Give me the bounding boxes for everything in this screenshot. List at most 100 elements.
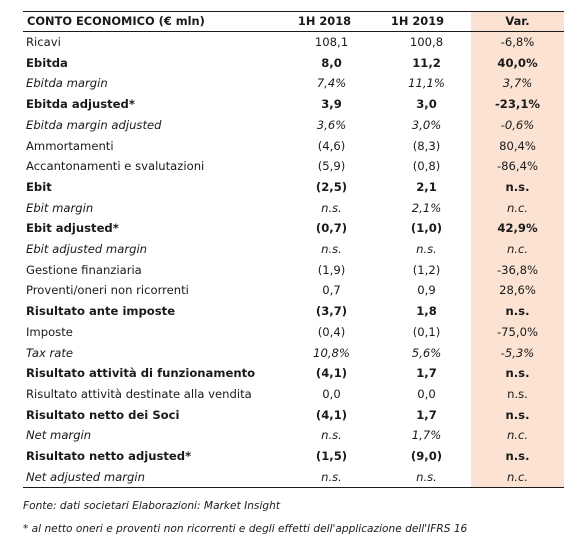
table-row: Risultato attività destinate alla vendit… [23, 383, 564, 405]
value-1h-2019: n.s. [364, 466, 471, 489]
value-1h-2019: 5,6% [411, 345, 442, 360]
value-1h-2019: 2,1 [416, 179, 437, 194]
header-label: CONTO ECONOMICO (€ mln) [23, 11, 285, 32]
table-row: Net margin n.s. 1,7% n.c. [23, 425, 564, 447]
table-row: Ebitda margin 7,4% 11,1% 3,7% [23, 73, 564, 95]
value-1h-2019: (1,0) [410, 221, 443, 236]
value-1h-2019: (0,1) [412, 324, 441, 339]
value-variation: n.s. [471, 363, 564, 384]
value-variation: -75,0% [471, 321, 564, 343]
value-1h-2019: 11,2 [412, 55, 441, 70]
value-1h-2018: (1,5) [315, 449, 348, 464]
value-variation: n.c. [471, 425, 564, 447]
value-variation: 40,0% [471, 52, 564, 74]
income-statement-table: CONTO ECONOMICO (€ mln) 1H 2018 1H 2019 … [23, 11, 564, 489]
header-variation: Var. [471, 11, 564, 32]
value-variation: -23,1% [471, 94, 564, 115]
table-row: Proventi/oneri non ricorrenti 0,7 0,9 28,6% [23, 280, 564, 302]
row-label: Ebitda [26, 55, 68, 70]
value-1h-2019: 1,7 [416, 366, 437, 381]
row-label: Tax rate [26, 345, 74, 360]
value-1h-2019: 1,7% [411, 428, 442, 443]
row-label: Ebitda margin adjusted [26, 117, 162, 132]
table-row: Ricavi 108,1 100,8 -6,8% [23, 31, 564, 53]
table-row: Risultato netto dei Soci (4,1) 1,7 n.s. [23, 404, 564, 426]
table-row: Ebit margin n.s. 2,1% n.c. [23, 197, 564, 219]
income-statement-table-wrapper: CONTO ECONOMICO (€ mln) 1H 2018 1H 2019 … [23, 11, 564, 489]
row-label: Ebit adjusted* [26, 221, 119, 236]
row-label: Net adjusted margin [23, 466, 285, 489]
row-label: Gestione finanziaria [26, 262, 142, 277]
value-1h-2018: (4,1) [315, 366, 348, 381]
row-label: Ebit [26, 179, 52, 194]
value-1h-2019: (9,0) [410, 449, 443, 464]
value-1h-2018: (2,5) [315, 179, 348, 194]
value-1h-2019: 0,0 [417, 386, 436, 401]
value-variation: -5,3% [471, 342, 564, 364]
table-row: Ebit adjusted* (0,7) (1,0) 42,9% [23, 218, 564, 240]
value-1h-2019: 0,9 [417, 283, 436, 298]
row-label: Ricavi [26, 35, 61, 49]
value-1h-2019: (8,3) [412, 138, 441, 153]
value-1h-2018: 3,9 [321, 97, 342, 112]
value-1h-2019: n.s. [416, 242, 437, 257]
header-1h-2019: 1H 2019 [364, 11, 471, 32]
value-variation: n.s. [471, 446, 564, 467]
row-label: Risultato attività destinate alla vendit… [26, 386, 252, 401]
value-1h-2019: 1,8 [416, 304, 437, 319]
row-label: Ebitda adjusted* [26, 97, 135, 112]
value-variation: n.s. [471, 176, 564, 198]
value-variation: n.c. [471, 466, 564, 489]
value-1h-2018: 8,0 [321, 55, 342, 70]
value-1h-2018: 3,6% [316, 117, 347, 132]
value-1h-2018: (5,9) [317, 159, 346, 174]
table-row: Ammortamenti (4,6) (8,3) 80,4% [23, 135, 564, 157]
value-1h-2018: (4,6) [317, 138, 346, 153]
row-label: Ebit margin [26, 200, 94, 215]
value-1h-2019: 11,1% [408, 76, 445, 91]
value-1h-2019: 1,7 [416, 407, 437, 422]
row-label: Ebit adjusted margin [26, 242, 148, 257]
table-row: Ebit (2,5) 2,1 n.s. [23, 176, 564, 198]
value-1h-2018: 10,8% [313, 345, 350, 360]
table-row: Ebitda adjusted* 3,9 3,0 -23,1% [23, 94, 564, 115]
value-1h-2018: n.s. [321, 200, 342, 215]
table-body: Ricavi 108,1 100,8 -6,8% Ebitda 8,0 11,2 40,0% E… [23, 31, 564, 489]
value-variation: n.c. [471, 197, 564, 219]
row-label: Net margin [26, 428, 92, 443]
value-1h-2019: (1,2) [412, 262, 441, 277]
value-1h-2019: 100,8 [409, 35, 444, 49]
row-label: Proventi/oneri non ricorrenti [26, 283, 189, 298]
source-note: Fonte: dati societari Elaborazioni: Mark… [23, 500, 280, 512]
table-row: Risultato ante imposte (3,7) 1,8 n.s. [23, 301, 564, 322]
row-label: Ebitda margin [26, 76, 108, 91]
header-1h-2018: 1H 2018 [285, 11, 364, 32]
value-1h-2019: (0,8) [412, 159, 441, 174]
table-header-row: CONTO ECONOMICO (€ mln) 1H 2018 1H 2019 … [23, 11, 564, 32]
table-row: Tax rate 10,8% 5,6% -5,3% [23, 342, 564, 364]
table-row: Ebitda margin adjusted 3,6% 3,0% -0,6% [23, 114, 564, 136]
row-label: Risultato netto adjusted* [26, 449, 192, 464]
value-variation: -36,8% [471, 259, 564, 281]
table-row: Ebit adjusted margin n.s. n.s. n.c. [23, 239, 564, 260]
value-1h-2019: 3,0% [411, 117, 442, 132]
row-label: Risultato ante imposte [26, 304, 176, 319]
row-label: Accantonamenti e svalutazioni [26, 159, 205, 174]
table-row: Risultato netto adjusted* (1,5) (9,0) n.s. [23, 446, 564, 467]
value-1h-2018: n.s. [321, 428, 342, 443]
value-1h-2018: 7,4% [316, 76, 347, 91]
value-1h-2018: 108,1 [314, 35, 349, 49]
footnote: * al netto oneri e proventi non ricorren… [23, 523, 468, 535]
value-1h-2018: (3,7) [315, 304, 348, 319]
value-variation: -6,8% [471, 31, 564, 53]
table-row: Imposte (0,4) (0,1) -75,0% [23, 321, 564, 343]
value-1h-2019: 2,1% [411, 200, 442, 215]
value-variation: n.s. [471, 301, 564, 322]
value-1h-2018: (0,4) [317, 324, 346, 339]
value-1h-2018: 0,0 [322, 386, 341, 401]
table-row: Gestione finanziaria (1,9) (1,2) -36,8% [23, 259, 564, 281]
value-1h-2019: 3,0 [416, 97, 437, 112]
value-variation: 3,7% [471, 73, 564, 95]
table-row: Risultato attività di funzionamento (4,1)… [23, 363, 564, 384]
value-1h-2018: (4,1) [315, 407, 348, 422]
